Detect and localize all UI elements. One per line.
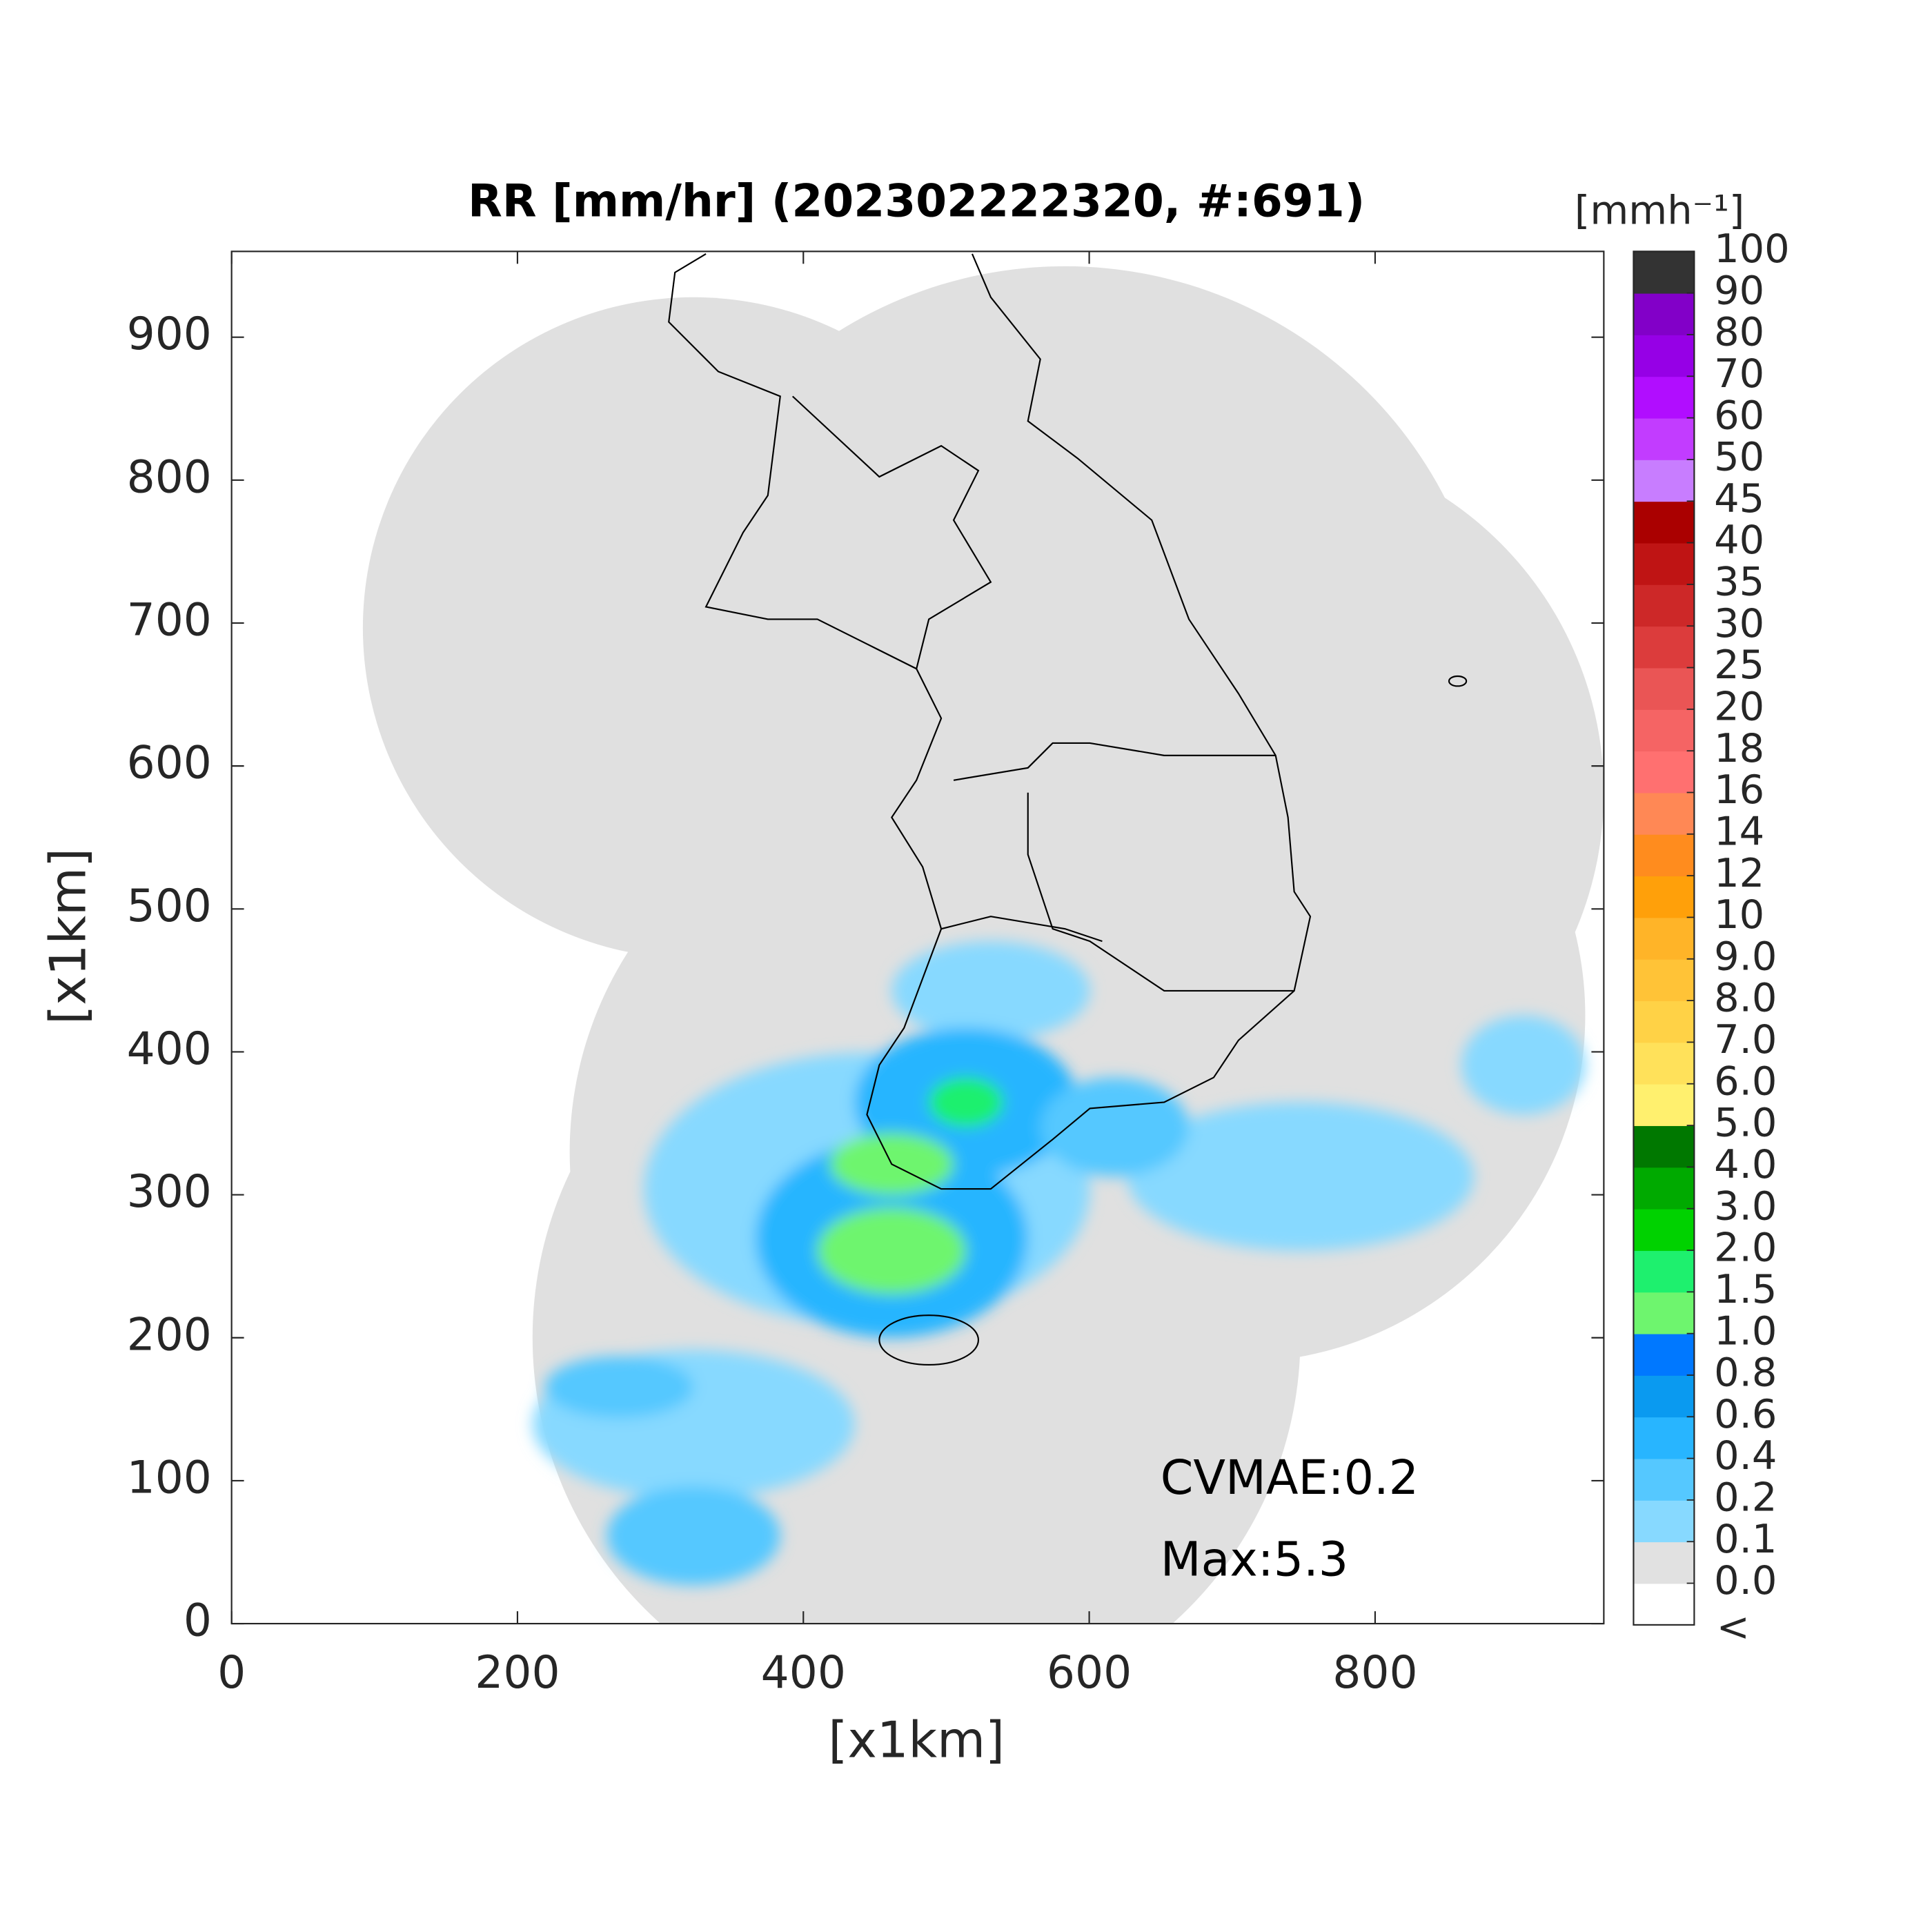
x-tick-label: 200: [475, 1647, 560, 1699]
colorbar-tick-label: 9.0: [1714, 933, 1777, 979]
colorbar-bin: [1633, 667, 1695, 710]
y-tick-label: 600: [127, 738, 212, 789]
colorbar-bin: [1633, 1333, 1695, 1376]
colorbar-tick-label: 40: [1714, 517, 1764, 563]
radar-field: [362, 253, 1604, 1624]
colorbar-bin: [1633, 1000, 1695, 1043]
colorbar-tick-label: 100: [1714, 226, 1790, 272]
annotation: CVMAE:0.2: [1161, 1451, 1419, 1506]
colorbar-tick-label: 60: [1714, 392, 1764, 438]
y-tick-label: 200: [127, 1309, 212, 1361]
coastline: [668, 253, 1468, 1366]
y-tick-label: 100: [127, 1452, 212, 1504]
colorbar-tick-label: 35: [1714, 559, 1764, 605]
colorbar-bin: [1633, 1374, 1695, 1418]
colorbar-tick-label: 25: [1714, 642, 1764, 688]
colorbar-under-label: <: [1717, 1604, 1750, 1650]
colorbar-bin: [1633, 1499, 1695, 1543]
colorbar-tick-label: 16: [1714, 767, 1764, 813]
y-tick-label: 0: [184, 1595, 212, 1647]
colorbar-tick-label: 70: [1714, 351, 1764, 397]
colorbar-bin: [1633, 1042, 1695, 1085]
y-tick-label: 900: [127, 308, 212, 360]
colorbar-tick-label: 5.0: [1714, 1100, 1777, 1146]
y-tick-label: 700: [127, 595, 212, 647]
colorbar-tick-label: 0.2: [1714, 1475, 1777, 1521]
colorbar-tick-label: 18: [1714, 725, 1764, 771]
colorbar-tick-label: 12: [1714, 850, 1764, 896]
x-tick-label: 400: [761, 1647, 846, 1699]
colorbar-bin: [1633, 1083, 1695, 1126]
colorbar-tick-label: 90: [1714, 267, 1764, 313]
colorbar-tick-label: 30: [1714, 600, 1764, 647]
colorbar-bin: [1633, 334, 1695, 377]
y-tick-label: 400: [127, 1023, 212, 1075]
x-axis-label: [x1km]: [828, 1711, 1005, 1769]
colorbar-bin: [1633, 376, 1695, 419]
x-tick-label: 0: [217, 1647, 246, 1699]
colorbar-tick-label: 1.5: [1714, 1266, 1777, 1312]
colorbar-tick-label: 3.0: [1714, 1183, 1777, 1229]
colorbar-tick-label: 0.4: [1714, 1432, 1777, 1479]
colorbar-bin: [1633, 876, 1695, 918]
colorbar-bin: [1633, 917, 1695, 960]
colorbar-bin: [1633, 501, 1695, 544]
colorbar-bin: [1633, 1541, 1695, 1584]
y-axis-label: [x1km]: [39, 848, 97, 1025]
colorbar-tick-label: 20: [1714, 683, 1764, 729]
colorbar-bin: [1633, 958, 1695, 1001]
colorbar-bin: [1633, 1417, 1695, 1459]
colorbar-tick-label: 14: [1714, 808, 1764, 854]
colorbar-bin: [1633, 1125, 1695, 1168]
colorbar-under: [1633, 1583, 1695, 1625]
y-tick-label: 800: [127, 451, 212, 503]
colorbar-tick-label: 45: [1714, 475, 1764, 522]
x-tick-label: 600: [1047, 1647, 1132, 1699]
colorbar-bin: [1633, 1458, 1695, 1501]
colorbar-bin: [1633, 792, 1695, 835]
colorbar-bin: [1633, 1292, 1695, 1334]
colorbar-tick-label: 10: [1714, 891, 1764, 938]
colorbar-tick-label: 7.0: [1714, 1016, 1777, 1063]
colorbar-bin: [1633, 584, 1695, 627]
colorbar-bin: [1633, 834, 1695, 877]
annotation: Max:5.3: [1161, 1533, 1348, 1588]
colorbar-bin: [1633, 542, 1695, 585]
colorbar-tick-label: 0.0: [1714, 1557, 1777, 1604]
colorbar-bin: [1633, 293, 1695, 335]
x-tick-label: 800: [1332, 1647, 1417, 1699]
colorbar-tick-label: 1.0: [1714, 1308, 1777, 1354]
rain-echoes: [532, 941, 1586, 1586]
colorbar-tick-label: 8.0: [1714, 975, 1777, 1021]
colorbar-bin: [1633, 1167, 1695, 1210]
colorbar-tick-label: 0.8: [1714, 1350, 1777, 1396]
colorbar-tick-label: 80: [1714, 309, 1764, 355]
colorbar-tick-label: 0.6: [1714, 1391, 1777, 1437]
colorbar-tick-label: 2.0: [1714, 1225, 1777, 1271]
colorbar-bin: [1633, 751, 1695, 793]
colorbar-frame: [1633, 250, 1695, 1626]
y-tick-label: 500: [127, 880, 212, 932]
colorbar-bin: [1633, 459, 1695, 502]
colorbar-tick-label: 4.0: [1714, 1141, 1777, 1187]
colorbar-label: [mmh⁻¹]: [1575, 187, 1744, 233]
colorbar-tick-label: 50: [1714, 434, 1764, 480]
colorbar-bin: [1633, 626, 1695, 669]
y-tick-label: 300: [127, 1166, 212, 1218]
colorbar-bin: [1633, 251, 1695, 294]
colorbar-tick-label: 0.1: [1714, 1516, 1777, 1562]
colorbar-tick-label: 6.0: [1714, 1058, 1777, 1104]
colorbar-bin: [1633, 417, 1695, 460]
colorbar-bin: [1633, 1250, 1695, 1293]
colorbar-bin: [1633, 709, 1695, 752]
axes-box: [230, 250, 1605, 1625]
colorbar-bin: [1633, 1208, 1695, 1251]
chart-title: RR [mm/hr] (202302222320, #:691): [468, 176, 1365, 228]
